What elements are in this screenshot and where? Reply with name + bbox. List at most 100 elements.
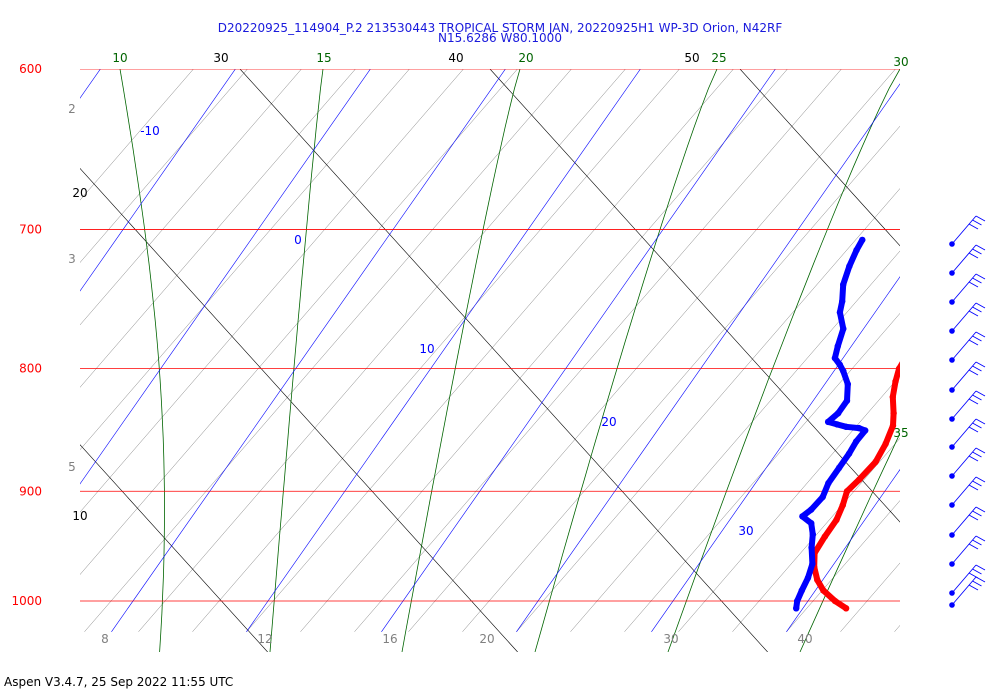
dewpoint-point — [843, 423, 850, 430]
wind-barb-flag — [972, 248, 982, 255]
wind-barb — [949, 576, 986, 608]
mixing-ratio-line — [516, 188, 900, 632]
dewpoint-point — [840, 281, 847, 288]
temperature-point — [909, 343, 915, 349]
wind-barb-staff — [951, 244, 977, 274]
wind-barb-staff — [951, 331, 977, 361]
wind-barb-flag — [968, 310, 979, 317]
moist-adiabat-line — [667, 69, 900, 652]
moist-adiabat-label: 25 — [711, 51, 726, 65]
mixing-ratio-line — [894, 624, 900, 632]
dewpoint-point — [844, 380, 851, 388]
isotherm-line — [381, 69, 776, 632]
dewpoint-point — [833, 421, 841, 428]
moist-adiabat-line — [799, 432, 900, 652]
temperature-point — [910, 312, 916, 318]
mixing-ratio-label: 40 — [797, 632, 812, 646]
wind-barb-flag — [968, 426, 979, 433]
wind-barb-flag — [968, 484, 979, 491]
temperature-point — [931, 256, 937, 262]
wind-barb-flag — [972, 277, 982, 284]
mixing-ratio-line — [840, 562, 900, 632]
wind-barb — [949, 447, 986, 479]
wind-barb-flag — [968, 398, 979, 405]
temperature-point — [833, 516, 840, 523]
dry-adiabat-line — [80, 444, 268, 652]
dewpoint-point — [835, 410, 842, 417]
moist-adiabat-label: 15 — [316, 51, 331, 65]
temperature-point — [904, 352, 910, 358]
wind-barb-flag — [975, 576, 986, 583]
dry-adiabat-label: 40 — [448, 51, 463, 65]
dewpoint-point — [835, 464, 843, 472]
wind-barb-flag — [975, 418, 986, 425]
wind-barb-staff — [951, 418, 977, 448]
wind-barb-flag — [968, 339, 979, 346]
pressure-label: 600 — [19, 62, 42, 76]
temperature-point — [909, 326, 915, 332]
dewpoint-point — [808, 544, 815, 551]
dewpoint-point — [794, 597, 801, 605]
temperature-point — [831, 597, 839, 605]
moist-adiabat-line — [119, 69, 165, 652]
dewpoint-point — [840, 325, 847, 332]
dewpoint-point — [793, 605, 800, 612]
wind-barb — [949, 302, 986, 334]
temperature-point — [872, 458, 879, 466]
dewpoint-point — [808, 506, 815, 513]
dewpoint-point — [859, 236, 866, 244]
dewpoint-point — [834, 343, 841, 350]
mixing-ratio-label: 8 — [101, 632, 109, 646]
data-series — [793, 235, 946, 612]
wind-barbs — [949, 215, 986, 608]
dewpoint-point — [804, 574, 812, 581]
wind-barb-flag — [972, 335, 982, 342]
wind-barb-staff — [951, 506, 977, 536]
chart-subtitle: N15.6286 W80.1000 — [438, 31, 562, 45]
moist-adiabat-label: 30 — [893, 55, 908, 69]
isotherm-line — [786, 469, 900, 632]
dewpoint-point — [845, 450, 853, 457]
mixing-ratio-line — [570, 250, 900, 632]
temperature-point — [895, 365, 900, 372]
moist-adiabat-line — [401, 69, 521, 652]
wind-barb-flag — [968, 252, 979, 259]
dry-adiabat-label: 30 — [213, 51, 228, 65]
wind-barb — [949, 564, 986, 596]
mixing-ratio-label: 3 — [68, 252, 76, 266]
moist-adiabat-label: 20 — [518, 51, 533, 65]
temperature-point — [911, 334, 917, 340]
moist-adiabat-line — [534, 69, 718, 652]
dewpoint-point — [862, 427, 869, 434]
wind-barb-flag — [975, 244, 986, 251]
mixing-ratio-line — [462, 125, 900, 632]
pressure-label: 800 — [19, 362, 42, 376]
wind-barb-flag — [975, 302, 986, 309]
temperature-point — [940, 235, 946, 241]
dry-adiabat-line — [0, 69, 18, 652]
temperature-point — [856, 476, 863, 483]
isotherm-line — [651, 276, 900, 632]
moist-adiabat-label: 10 — [112, 51, 127, 65]
wind-barb-flag — [972, 510, 982, 517]
wind-barb-flag — [975, 447, 986, 454]
mixing-ratio-line — [408, 69, 896, 632]
moist-adiabat-line — [269, 69, 324, 652]
wind-barb — [949, 476, 986, 508]
moist-adiabat-label: 35 — [893, 426, 908, 440]
wind-barb-staff — [951, 361, 977, 391]
dewpoint-point — [809, 531, 816, 538]
wind-barb-flag — [975, 390, 986, 397]
mixing-ratio-line — [624, 312, 900, 632]
mixing-ratio-line — [80, 69, 410, 451]
wind-barb — [949, 506, 986, 538]
wind-barb — [949, 418, 986, 450]
temperature-point — [843, 488, 851, 495]
wind-barb-flag — [972, 394, 982, 401]
dewpoint-point — [840, 368, 847, 375]
dewpoint-point — [836, 309, 844, 316]
wind-barb — [949, 390, 986, 422]
mixing-ratio-line — [138, 69, 626, 632]
wind-barb-staff — [951, 273, 977, 303]
